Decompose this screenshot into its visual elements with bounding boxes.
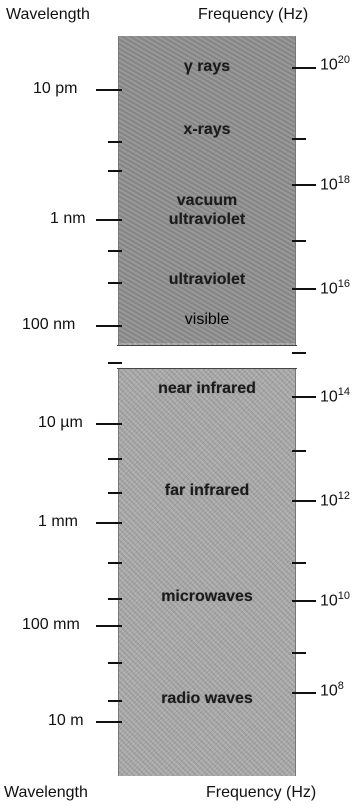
frequency-tick-major (292, 184, 316, 186)
spectrum-upper-region (119, 36, 295, 343)
wavelength-tick-minor (108, 170, 122, 172)
wavelength-tick-major (96, 325, 122, 327)
frequency-label: 1016 (320, 278, 351, 298)
frequency-label: 1012 (320, 490, 351, 510)
wavelength-tick-major (96, 423, 122, 425)
visible-band-strip (117, 345, 297, 369)
wavelength-tick-minor (108, 700, 122, 702)
band-vacuum: vacuum (176, 192, 238, 209)
frequency-header-bottom: Frequency (Hz) (206, 784, 317, 801)
frequency-tick-major (292, 600, 316, 602)
wavelength-label: 100 mm (22, 616, 80, 633)
frequency-tick-major (292, 692, 316, 694)
wavelength-tick-major (96, 522, 122, 524)
frequency-tick-minor (292, 352, 306, 354)
wavelength-header-top: Wavelength (6, 6, 90, 23)
wavelength-tick-minor (108, 492, 122, 494)
band-radio-waves: radio waves (161, 690, 253, 707)
frequency-label: 1020 (320, 54, 351, 74)
frequency-label: 1014 (320, 386, 351, 406)
frequency-tick-minor (292, 450, 306, 452)
wavelength-tick-minor (108, 598, 122, 600)
frequency-tick-major (292, 500, 316, 502)
band-gamma-rays: γ rays (183, 58, 231, 75)
wavelength-label: 1 mm (38, 513, 78, 530)
wavelength-tick-minor (108, 141, 122, 143)
wavelength-tick-major (96, 721, 122, 723)
wavelength-tick-major (96, 219, 122, 221)
frequency-tick-minor (292, 138, 306, 140)
spectrum-bar (117, 36, 297, 776)
frequency-tick-major (292, 67, 316, 69)
wavelength-tick-minor (108, 662, 122, 664)
frequency-tick-minor (292, 240, 306, 242)
band-far-infrared: far infrared (164, 482, 250, 499)
frequency-tick-minor (292, 562, 306, 564)
band-visible: visible (184, 311, 230, 328)
frequency-label: 108 (320, 680, 344, 700)
wavelength-tick-major (96, 89, 122, 91)
frequency-tick-minor (292, 652, 306, 654)
band-x-rays: x-rays (183, 121, 231, 138)
wavelength-label: 1 nm (50, 210, 86, 227)
wavelength-label: 10 pm (33, 80, 78, 97)
wavelength-label: 100 nm (22, 316, 76, 333)
wavelength-tick-minor (108, 458, 122, 460)
frequency-label: 1010 (320, 590, 351, 610)
band-near-infrared: near infrared (158, 380, 256, 397)
wavelength-tick-minor (108, 362, 122, 364)
band-ultraviolet-vacuum: ultraviolet (168, 211, 246, 228)
frequency-label: 1018 (320, 174, 351, 194)
wavelength-tick-minor (108, 282, 122, 284)
frequency-tick-major (292, 396, 316, 398)
wavelength-tick-major (96, 625, 122, 627)
wavelength-tick-minor (108, 250, 122, 252)
wavelength-tick-minor (108, 562, 122, 564)
band-microwaves: microwaves (161, 588, 253, 605)
frequency-header-top: Frequency (Hz) (198, 6, 309, 23)
wavelength-label: 10 µm (38, 414, 83, 431)
wavelength-label: 10 m (48, 712, 84, 729)
wavelength-header-bottom: Wavelength (4, 784, 88, 801)
band-ultraviolet: ultraviolet (168, 271, 246, 288)
frequency-tick-major (292, 288, 316, 290)
